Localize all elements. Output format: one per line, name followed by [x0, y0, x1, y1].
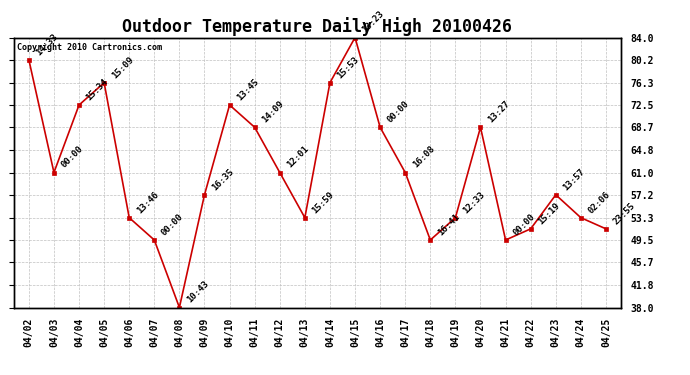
Text: 00:00: 00:00: [160, 212, 185, 237]
Title: Outdoor Temperature Daily High 20100426: Outdoor Temperature Daily High 20100426: [122, 17, 513, 36]
Text: 00:00: 00:00: [59, 144, 85, 170]
Text: 14:33: 14:33: [34, 32, 60, 57]
Text: 00:00: 00:00: [386, 99, 411, 124]
Text: 15:19: 15:19: [536, 201, 562, 226]
Text: 13:57: 13:57: [562, 166, 586, 192]
Text: 12:33: 12:33: [461, 189, 486, 215]
Text: 12:01: 12:01: [286, 144, 310, 170]
Text: 14:09: 14:09: [260, 99, 286, 124]
Text: Copyright 2010 Cartronics.com: Copyright 2010 Cartronics.com: [17, 43, 162, 52]
Text: 10:43: 10:43: [185, 279, 210, 305]
Text: 13:23: 13:23: [361, 9, 386, 35]
Text: 13:45: 13:45: [235, 77, 261, 102]
Text: 16:41: 16:41: [436, 212, 461, 237]
Text: 13:46: 13:46: [135, 189, 160, 215]
Text: 15:09: 15:09: [110, 54, 135, 80]
Text: 16:35: 16:35: [210, 166, 235, 192]
Text: 15:53: 15:53: [335, 54, 361, 80]
Text: 15:59: 15:59: [310, 189, 336, 215]
Text: 00:00: 00:00: [511, 212, 537, 237]
Text: 15:34: 15:34: [85, 77, 110, 102]
Text: 23:55: 23:55: [611, 201, 637, 226]
Text: 13:27: 13:27: [486, 99, 511, 124]
Text: 02:06: 02:06: [586, 189, 612, 215]
Text: 16:08: 16:08: [411, 144, 436, 170]
